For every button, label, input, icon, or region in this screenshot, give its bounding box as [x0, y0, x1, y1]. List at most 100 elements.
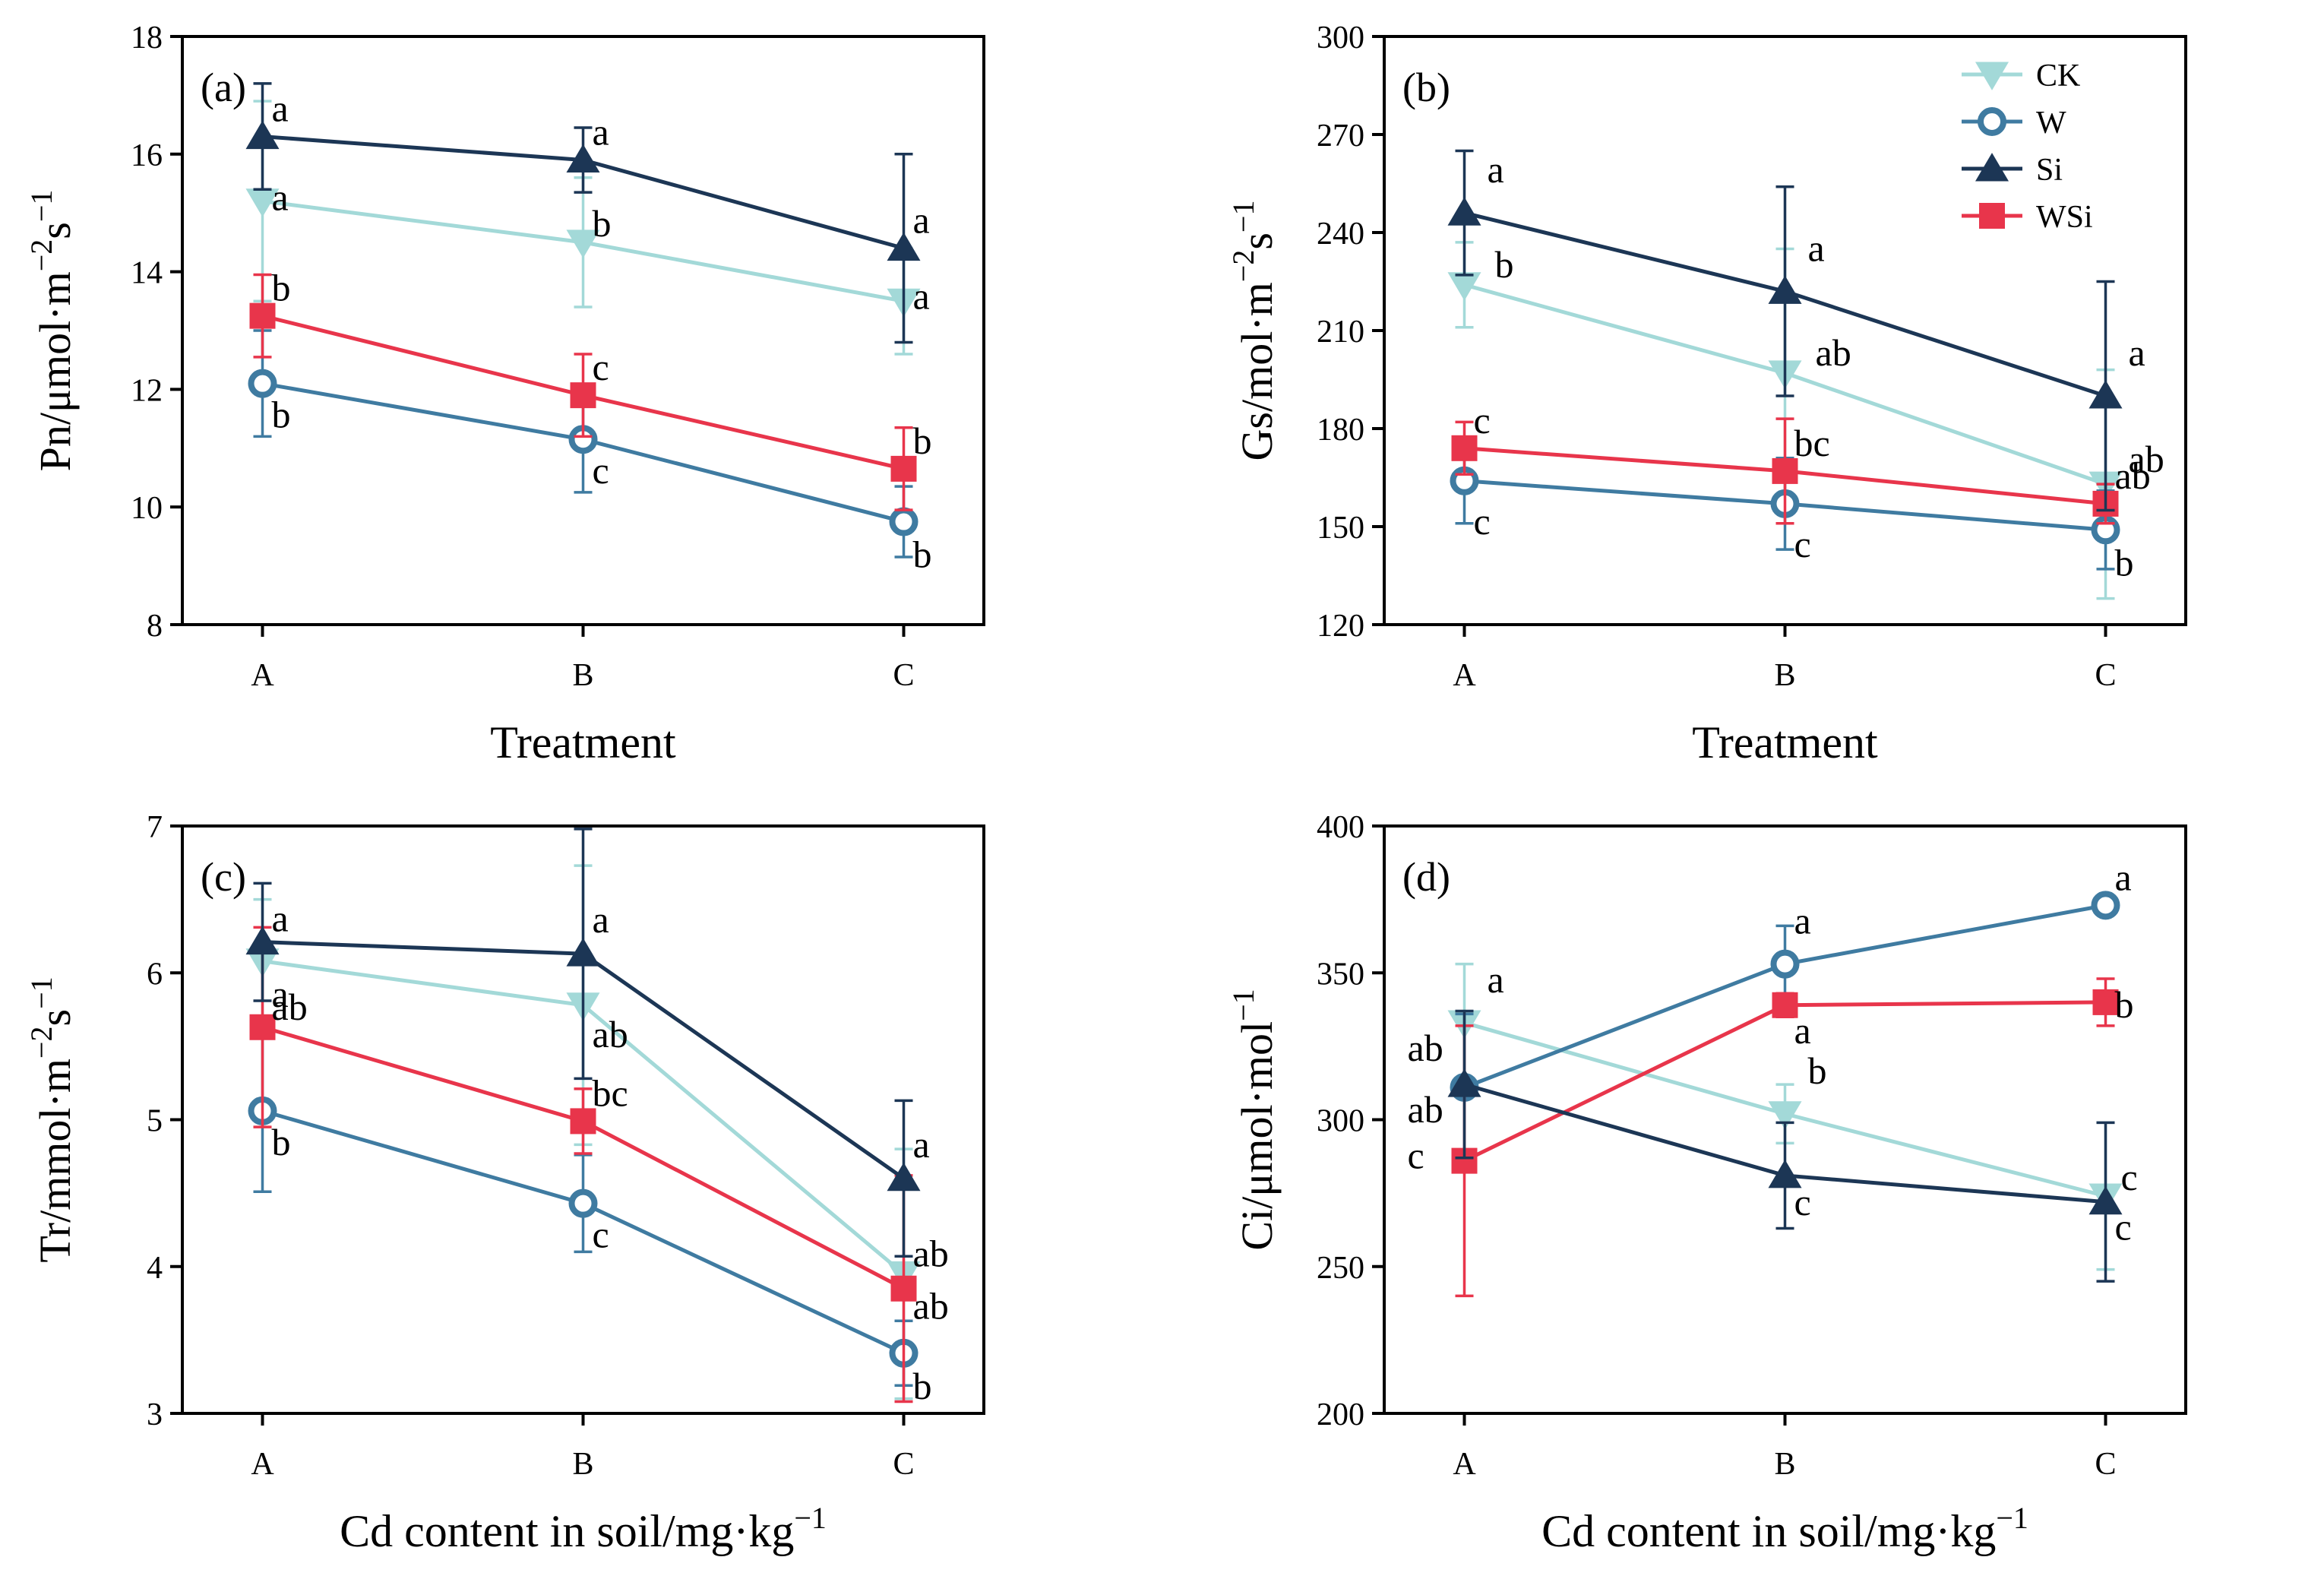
significance-letter: b [1808, 1049, 1827, 1092]
significance-letter: a [1808, 226, 1825, 269]
y-tick-label: 5 [147, 1104, 163, 1139]
data-point [2091, 891, 2120, 920]
data-point [1768, 1101, 1802, 1130]
legend-item-WSi: WSi [1962, 200, 2093, 235]
y-tick-label: 4 [147, 1251, 163, 1286]
data-point [2088, 380, 2123, 409]
data-point [245, 926, 280, 955]
data-point [890, 1275, 917, 1302]
significance-letter: b [913, 533, 932, 576]
data-point [1768, 275, 1802, 304]
y-tick-label: 8 [147, 609, 163, 644]
significance-letter: b [272, 394, 291, 436]
data-point [1772, 457, 1798, 484]
data-point [570, 382, 596, 409]
panel-label: (b) [1402, 65, 1450, 110]
y-axis-label-sup1: −2 [24, 1026, 58, 1059]
significance-letter: ab [272, 986, 308, 1028]
y-tick-label: 400 [1317, 810, 1364, 845]
y-tick-label: 250 [1317, 1251, 1364, 1286]
significance-letter: a [1488, 958, 1504, 1001]
series-CK: abc [1447, 958, 2138, 1271]
y-axis-label-base: Ci/μmol·mol [1232, 1021, 1282, 1251]
y-tick-label: 120 [1317, 609, 1364, 644]
legend-item-W: W [1962, 106, 2066, 141]
significance-letter: ab [1408, 1088, 1443, 1131]
data-point [889, 507, 919, 536]
y-tick-label: 3 [147, 1397, 163, 1432]
data-point [887, 232, 921, 261]
significance-letter: ab [593, 1013, 628, 1055]
significance-letter: a [1794, 1009, 1811, 1052]
data-point [566, 229, 600, 258]
y-tick-label: 210 [1317, 315, 1364, 350]
significance-letter: b [272, 267, 291, 309]
significance-letter: b [913, 1365, 932, 1407]
series-W: bcb [248, 1028, 932, 1407]
data-point [887, 1162, 921, 1192]
significance-letter: a [272, 87, 289, 130]
x-tick-label: C [893, 658, 914, 693]
y-tick-label: 150 [1317, 511, 1364, 546]
y-axis-label: Pn/μmol·m−2s−1 [24, 190, 80, 472]
y-tick-label: 180 [1317, 413, 1364, 448]
y-tick-label: 16 [131, 138, 163, 173]
significance-letter: b [1495, 243, 1514, 286]
data-point [566, 144, 600, 173]
y-tick-label: 18 [131, 21, 163, 55]
y-axis-label-mid: s [30, 222, 80, 239]
data-point [249, 1014, 276, 1040]
y-axis-label-sup2: −1 [24, 976, 58, 1009]
data-point [1768, 1160, 1802, 1188]
significance-letter: c [1408, 1135, 1424, 1177]
legend-swatch-marker [1979, 203, 2005, 229]
panel-d: 200 250 300 350 400 A B C Cd content in soil/mg·… [1226, 810, 2187, 1556]
significance-letter: b [913, 419, 932, 462]
data-point [248, 369, 277, 398]
significance-letter: ab [913, 1232, 949, 1274]
series-CK: a b a [245, 100, 930, 356]
data-point [2088, 1185, 2123, 1215]
significance-letter: b [2115, 541, 2134, 584]
y-tick-label: 300 [1317, 21, 1364, 55]
legend-label: WSi [2036, 200, 2093, 235]
y-tick-label: 14 [131, 256, 163, 291]
x-axis-label: Cd content in soil/mg·kg−1 [340, 1501, 827, 1556]
legend-item-Si: Si [1962, 153, 2063, 188]
significance-letter: a [593, 898, 609, 941]
significance-letter: bc [1794, 422, 1830, 464]
legend-swatch-marker [1978, 107, 2006, 136]
y-axis-label-mid: s [30, 1009, 80, 1027]
panel-label: (c) [201, 854, 246, 900]
significance-letter: a [913, 1123, 930, 1166]
data-point [2092, 989, 2119, 1015]
x-axis-label-text: Treatment [490, 717, 676, 767]
y-axis-label-sup2: −1 [1226, 989, 1260, 1021]
y-tick-label: 300 [1317, 1104, 1364, 1139]
x-tick-label: A [251, 1447, 274, 1482]
data-point [249, 302, 276, 329]
x-axis-label-text: Cd content in soil/mg·kg [340, 1506, 794, 1556]
x-axis-label: Treatment [1692, 717, 1878, 767]
data-point [1447, 1068, 1481, 1097]
data-point [1772, 992, 1798, 1018]
x-tick-label: A [1453, 1447, 1476, 1482]
y-axis-label-sup1: −2 [1226, 250, 1260, 283]
y-axis-label-sup2: −1 [24, 190, 58, 223]
significance-letter: a [2115, 856, 2132, 898]
panel-b: 120 150 180 210 240 270 300 A B C Treatment Gs/mol·… [1226, 21, 2187, 767]
x-tick-label: B [1774, 658, 1795, 693]
significance-letter: a [272, 176, 289, 219]
significance-letter: a [1794, 900, 1811, 942]
y-axis-label-mid: s [1232, 233, 1282, 250]
data-point [890, 455, 917, 482]
y-tick-label: 10 [131, 491, 163, 526]
significance-letter: c [2115, 1206, 2132, 1248]
data-point [566, 938, 600, 967]
